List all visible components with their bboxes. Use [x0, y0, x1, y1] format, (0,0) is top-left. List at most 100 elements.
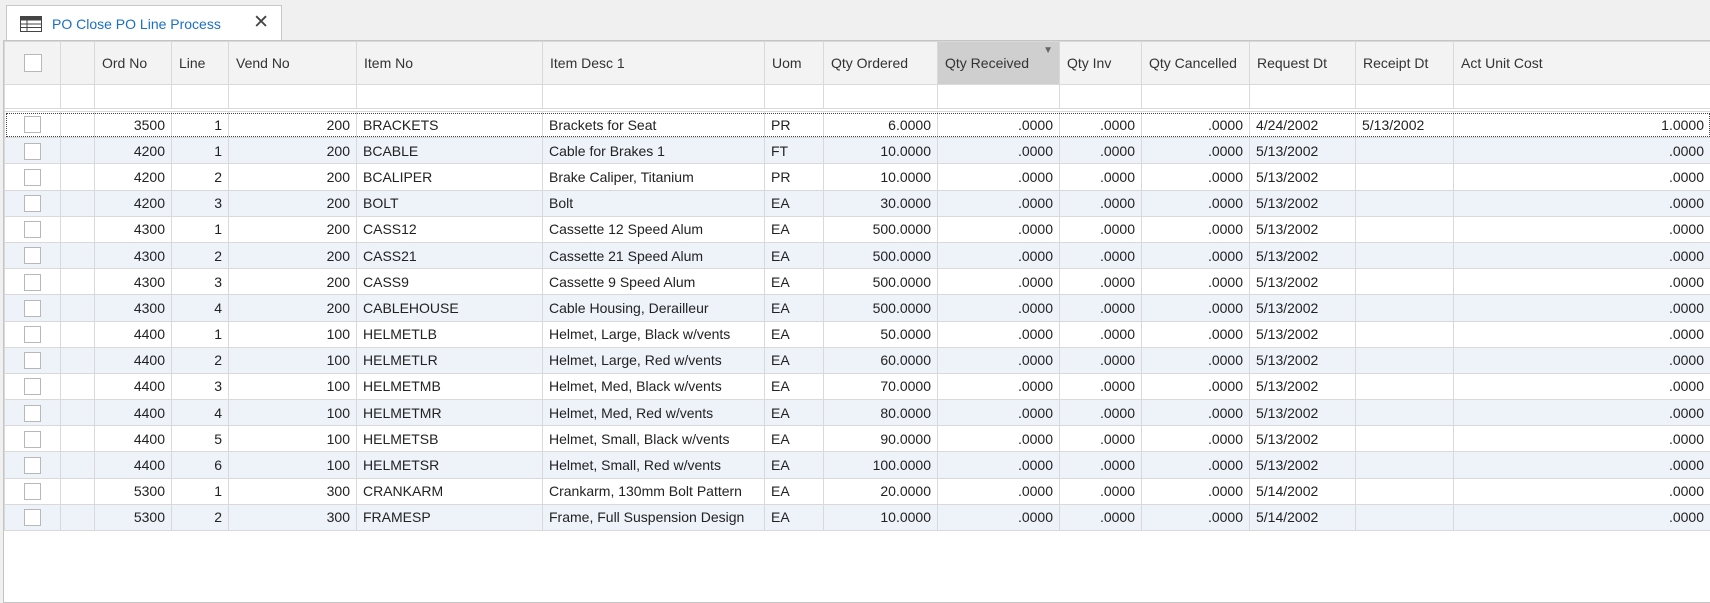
cell-act-unit-cost[interactable]: .0000 [1453, 294, 1710, 322]
cell-qty-cancelled[interactable]: .0000 [1141, 372, 1250, 401]
cell-qty-ordered[interactable]: 50.0000 [823, 320, 938, 348]
cell-item-no[interactable]: CABLEHOUSE [356, 294, 543, 322]
cell-act-unit-cost[interactable]: .0000 [1453, 320, 1710, 348]
row-select-cell[interactable] [4, 241, 61, 270]
cell-line[interactable]: 5 [171, 425, 229, 453]
cell-request-dt[interactable]: 5/13/2002 [1249, 163, 1356, 191]
cell-receipt-dt[interactable] [1355, 503, 1454, 532]
row-select-cell[interactable] [4, 503, 61, 532]
filter-cell[interactable] [60, 84, 95, 109]
cell-line[interactable]: 1 [171, 110, 229, 139]
col-header-request-dt[interactable]: Request Dt [1249, 41, 1356, 85]
filter-cell[interactable] [764, 84, 824, 109]
row-select-cell[interactable] [4, 294, 61, 322]
row-checkbox[interactable] [24, 378, 41, 396]
table-row[interactable]: 5300 1 300 CRANKARM Crankarm, 130mm Bolt Pat… [4, 477, 1710, 505]
row-select-cell[interactable] [4, 268, 61, 296]
cell-qty-received[interactable]: .0000 [937, 477, 1060, 505]
cell-vend-no[interactable]: 300 [228, 503, 357, 532]
cell-qty-received[interactable]: .0000 [937, 268, 1060, 296]
cell-uom[interactable]: EA [764, 215, 824, 243]
cell-qty-received[interactable]: .0000 [937, 372, 1060, 401]
table-row[interactable]: 4400 5 100 HELMETSB Helmet, Small, Black w/v… [4, 425, 1710, 453]
cell-qty-cancelled[interactable]: .0000 [1141, 477, 1250, 505]
cell-vend-no[interactable]: 200 [228, 137, 357, 165]
table-row[interactable]: 3500 1 200 BRACKETS Brackets for Seat PR 6.000… [4, 110, 1710, 139]
cell-item-desc[interactable]: Cassette 21 Speed Alum [542, 241, 765, 270]
cell-qty-received[interactable]: .0000 [937, 399, 1060, 427]
col-header-qty-inv[interactable]: Qty Inv [1059, 41, 1142, 85]
cell-ord-no[interactable]: 5300 [94, 477, 172, 505]
cell-act-unit-cost[interactable]: .0000 [1453, 477, 1710, 505]
cell-line[interactable]: 6 [171, 451, 229, 479]
filter-cell[interactable] [4, 84, 61, 109]
cell-ord-no[interactable]: 4400 [94, 372, 172, 401]
cell-qty-ordered[interactable]: 10.0000 [823, 163, 938, 191]
cell-act-unit-cost[interactable]: .0000 [1453, 503, 1710, 532]
cell-act-unit-cost[interactable]: .0000 [1453, 215, 1710, 243]
cell-ord-no[interactable]: 4400 [94, 346, 172, 374]
cell-line[interactable]: 3 [171, 372, 229, 401]
cell-request-dt[interactable]: 5/13/2002 [1249, 425, 1356, 453]
cell-qty-ordered[interactable]: 30.0000 [823, 189, 938, 217]
cell-qty-inv[interactable]: .0000 [1059, 399, 1142, 427]
table-row[interactable]: 4300 3 200 CASS9 Cassette 9 Speed Alum EA 500.… [4, 268, 1710, 296]
filter-cell[interactable] [823, 84, 938, 109]
cell-qty-ordered[interactable]: 20.0000 [823, 477, 938, 505]
cell-line[interactable]: 3 [171, 268, 229, 296]
filter-icon[interactable]: ▼ [1043, 45, 1053, 56]
cell-qty-received[interactable]: .0000 [937, 163, 1060, 191]
cell-qty-inv[interactable]: .0000 [1059, 451, 1142, 479]
cell-act-unit-cost[interactable]: .0000 [1453, 163, 1710, 191]
cell-item-no[interactable]: HELMETSR [356, 451, 543, 479]
row-checkbox[interactable] [24, 483, 41, 501]
cell-qty-received[interactable]: .0000 [937, 503, 1060, 532]
cell-ord-no[interactable]: 4200 [94, 163, 172, 191]
cell-qty-cancelled[interactable]: .0000 [1141, 189, 1250, 217]
cell-qty-ordered[interactable]: 10.0000 [823, 503, 938, 532]
cell-qty-ordered[interactable]: 100.0000 [823, 451, 938, 479]
cell-receipt-dt[interactable] [1355, 451, 1454, 479]
row-checkbox[interactable] [24, 221, 41, 239]
cell-vend-no[interactable]: 100 [228, 320, 357, 348]
cell-line[interactable]: 4 [171, 294, 229, 322]
cell-item-desc[interactable]: Brake Caliper, Titanium [542, 163, 765, 191]
row-select-cell[interactable] [4, 346, 61, 374]
table-row[interactable]: 4300 1 200 CASS12 Cassette 12 Speed Alum EA 50… [4, 215, 1710, 243]
table-row[interactable]: 4400 6 100 HELMETSR Helmet, Small, Red w/ven… [4, 451, 1710, 479]
row-checkbox[interactable] [24, 116, 41, 134]
cell-uom[interactable]: PR [764, 163, 824, 191]
cell-qty-ordered[interactable]: 90.0000 [823, 425, 938, 453]
cell-ord-no[interactable]: 4300 [94, 294, 172, 322]
filter-cell[interactable] [1453, 84, 1710, 109]
cell-qty-inv[interactable]: .0000 [1059, 163, 1142, 191]
row-checkbox[interactable] [24, 142, 41, 160]
cell-act-unit-cost[interactable]: .0000 [1453, 137, 1710, 165]
filter-cell[interactable] [1059, 84, 1142, 109]
col-header-vend-no[interactable]: Vend No [228, 41, 357, 85]
cell-line[interactable]: 1 [171, 477, 229, 505]
cell-receipt-dt[interactable] [1355, 137, 1454, 165]
cell-qty-inv[interactable]: .0000 [1059, 110, 1142, 139]
cell-item-no[interactable]: BCALIPER [356, 163, 543, 191]
cell-item-desc[interactable]: Helmet, Med, Black w/vents [542, 372, 765, 401]
row-select-cell[interactable] [4, 215, 61, 243]
cell-ord-no[interactable]: 4400 [94, 320, 172, 348]
table-row[interactable]: 4400 3 100 HELMETMB Helmet, Med, Black w/ven… [4, 372, 1710, 401]
row-checkbox[interactable] [24, 352, 41, 370]
row-select-cell[interactable] [4, 320, 61, 348]
cell-act-unit-cost[interactable]: .0000 [1453, 451, 1710, 479]
cell-qty-inv[interactable]: .0000 [1059, 503, 1142, 532]
row-checkbox[interactable] [24, 168, 41, 186]
row-select-cell[interactable] [4, 425, 61, 453]
cell-qty-cancelled[interactable]: .0000 [1141, 503, 1250, 532]
cell-qty-inv[interactable]: .0000 [1059, 320, 1142, 348]
filter-cell[interactable] [937, 84, 1060, 109]
table-row[interactable]: 4200 2 200 BCALIPER Brake Caliper, Titanium P… [4, 163, 1710, 191]
cell-qty-cancelled[interactable]: .0000 [1141, 163, 1250, 191]
cell-line[interactable]: 2 [171, 503, 229, 532]
row-select-cell[interactable] [4, 110, 61, 139]
cell-qty-ordered[interactable]: 10.0000 [823, 137, 938, 165]
cell-uom[interactable]: EA [764, 399, 824, 427]
cell-receipt-dt[interactable] [1355, 268, 1454, 296]
